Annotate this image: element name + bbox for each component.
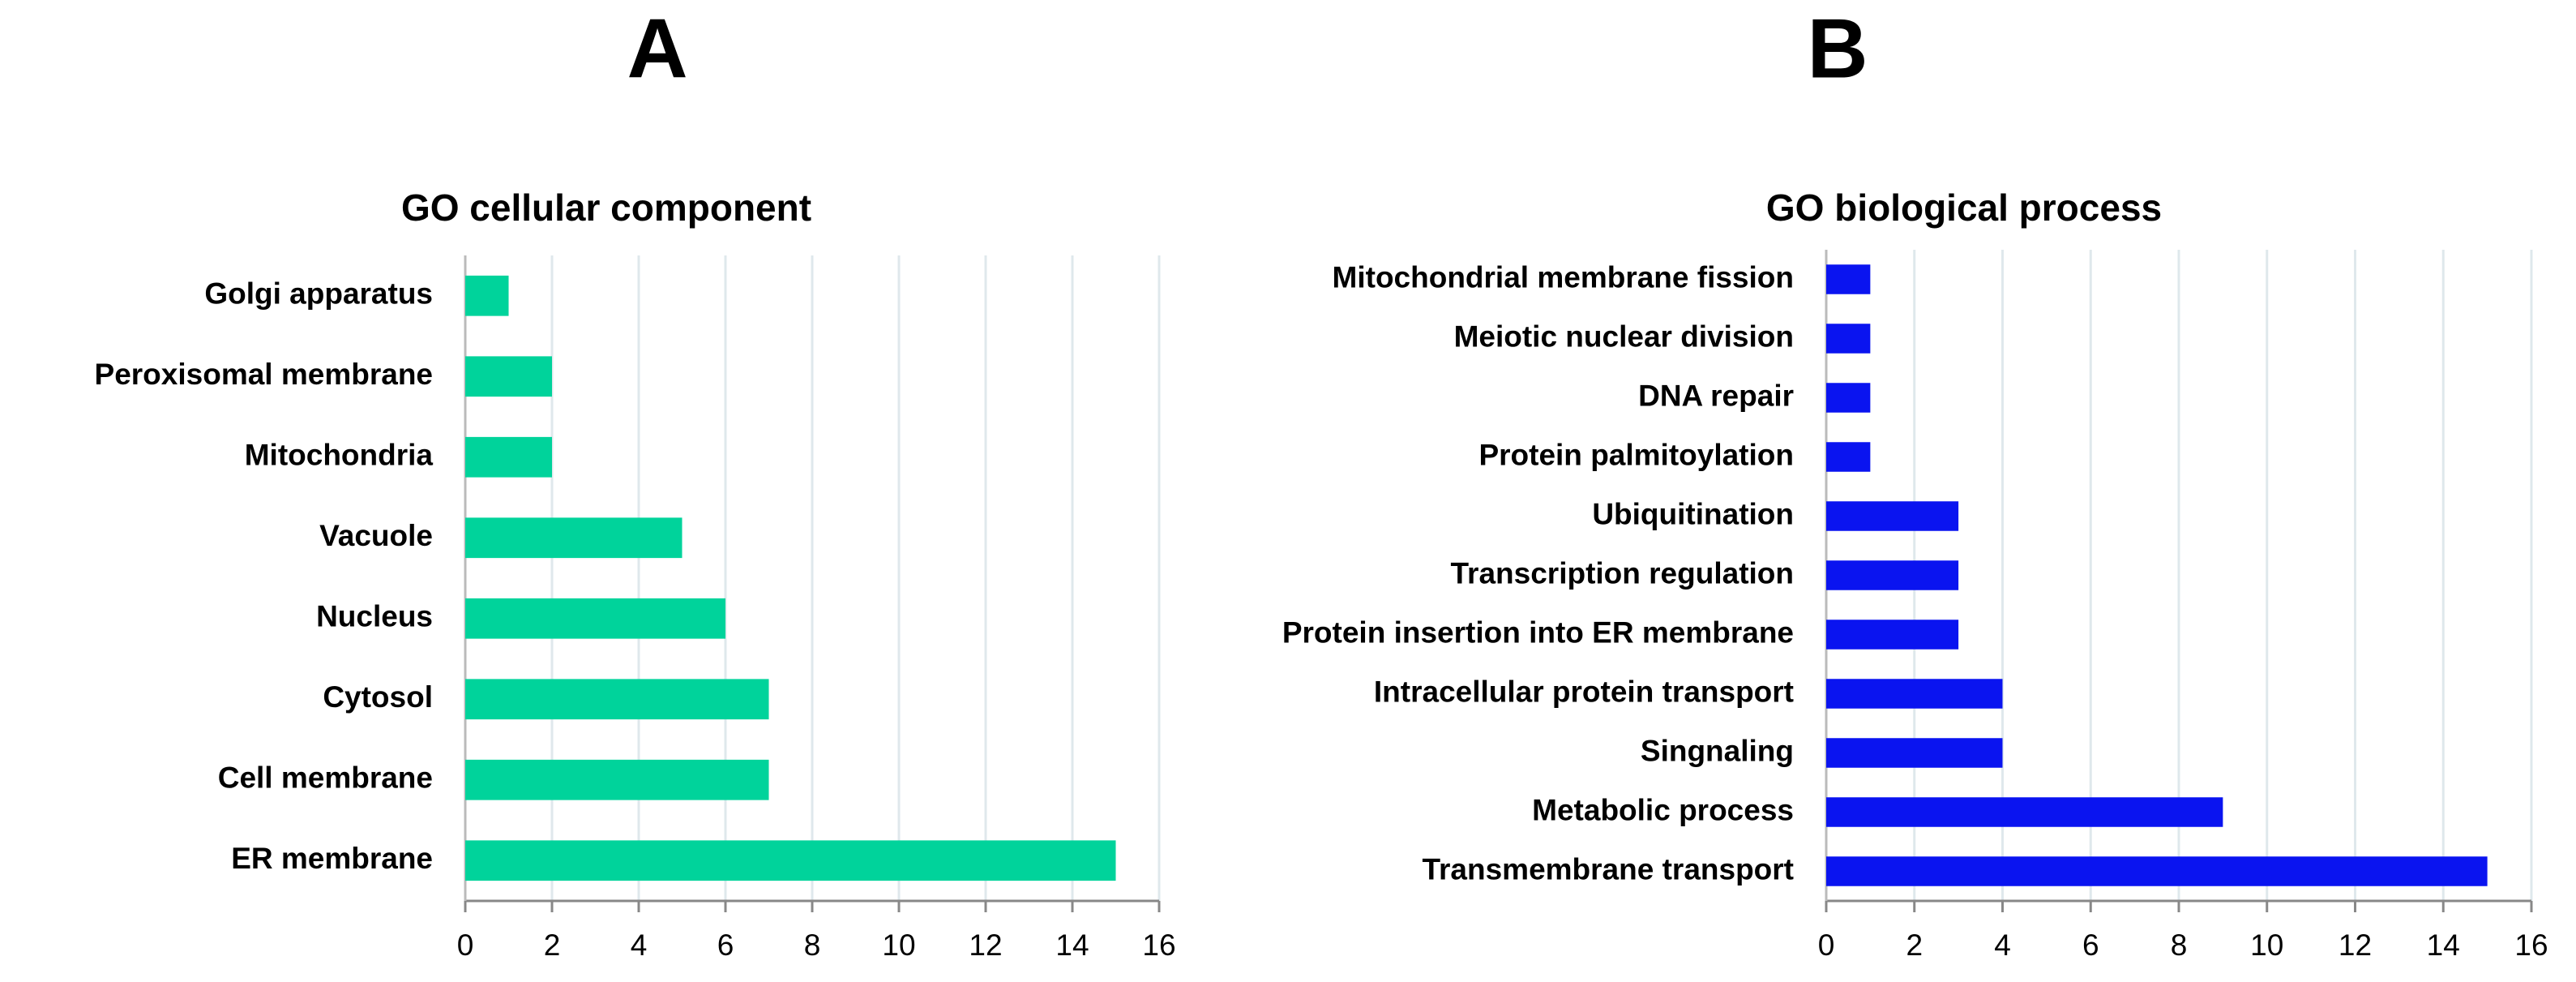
- y-tick-label: Peroxisomal membrane: [95, 358, 433, 391]
- y-tick-label: Cell membrane: [218, 761, 433, 795]
- bar: [1826, 560, 1959, 590]
- y-tick-label: Golgi apparatus: [204, 277, 433, 311]
- panel-label: B: [1807, 2, 1868, 96]
- x-tick-label: 12: [2339, 928, 2372, 962]
- x-tick-label: 2: [544, 928, 561, 962]
- bar: [1826, 797, 2223, 827]
- y-tick-label: Metabolic process: [1532, 793, 1794, 826]
- bar: [465, 436, 552, 478]
- bar: [465, 598, 725, 639]
- y-tick-label: Cytosol: [323, 680, 433, 714]
- x-tick-label: 8: [2171, 928, 2188, 962]
- panel-label: A: [627, 2, 687, 96]
- x-tick-label: 16: [2514, 928, 2548, 962]
- x-tick-label: 10: [882, 928, 915, 962]
- bar: [465, 759, 769, 800]
- y-tick-label: Protein palmitoylation: [1478, 438, 1794, 471]
- x-tick-label: 4: [631, 928, 648, 962]
- x-tick-label: 2: [1906, 928, 1923, 962]
- bar: [465, 356, 552, 397]
- bar: [1826, 501, 1959, 531]
- y-tick-label: Mitochondrial membrane fission: [1333, 260, 1794, 294]
- y-tick-label: Mitochondria: [245, 439, 434, 472]
- bar: [1826, 738, 2003, 768]
- x-tick-label: 14: [1055, 928, 1089, 962]
- y-tick-label: Ubiquitination: [1592, 497, 1794, 530]
- x-tick-label: 4: [1994, 928, 2011, 962]
- bar: [465, 679, 769, 720]
- bar: [1826, 324, 1871, 354]
- y-tick-label: Transcription regulation: [1451, 556, 1795, 590]
- y-tick-label: Vacuole: [319, 519, 433, 552]
- x-tick-label: 12: [969, 928, 1002, 962]
- y-tick-label: ER membrane: [231, 842, 433, 875]
- bar: [1826, 679, 2003, 709]
- x-tick-label: 0: [457, 928, 474, 962]
- x-tick-label: 6: [717, 928, 734, 962]
- y-tick-label: Intracellular protein transport: [1374, 675, 1794, 708]
- bar: [465, 517, 683, 559]
- chart-title: GO biological process: [1766, 187, 2162, 229]
- bar: [465, 275, 509, 316]
- x-tick-label: 16: [1142, 928, 1175, 962]
- y-tick-label: Nucleus: [316, 600, 433, 633]
- y-tick-label: Meiotic nuclear division: [1454, 319, 1794, 353]
- x-tick-label: 6: [2082, 928, 2099, 962]
- bar: [465, 840, 1116, 881]
- chart-title: GO cellular component: [401, 187, 811, 229]
- y-tick-label: DNA repair: [1638, 379, 1794, 412]
- bar: [1826, 856, 2488, 886]
- bar: [1826, 383, 1871, 413]
- x-tick-label: 14: [2427, 928, 2460, 962]
- bar: [1826, 264, 1871, 294]
- x-tick-label: 8: [804, 928, 821, 962]
- y-tick-label: Singnaling: [1641, 734, 1794, 767]
- x-tick-label: 10: [2250, 928, 2283, 962]
- bar: [1826, 442, 1871, 472]
- x-tick-label: 0: [1818, 928, 1835, 962]
- bar: [1826, 620, 1959, 650]
- y-tick-label: Protein insertion into ER membrane: [1282, 615, 1794, 649]
- y-tick-label: Transmembrane transport: [1422, 852, 1794, 886]
